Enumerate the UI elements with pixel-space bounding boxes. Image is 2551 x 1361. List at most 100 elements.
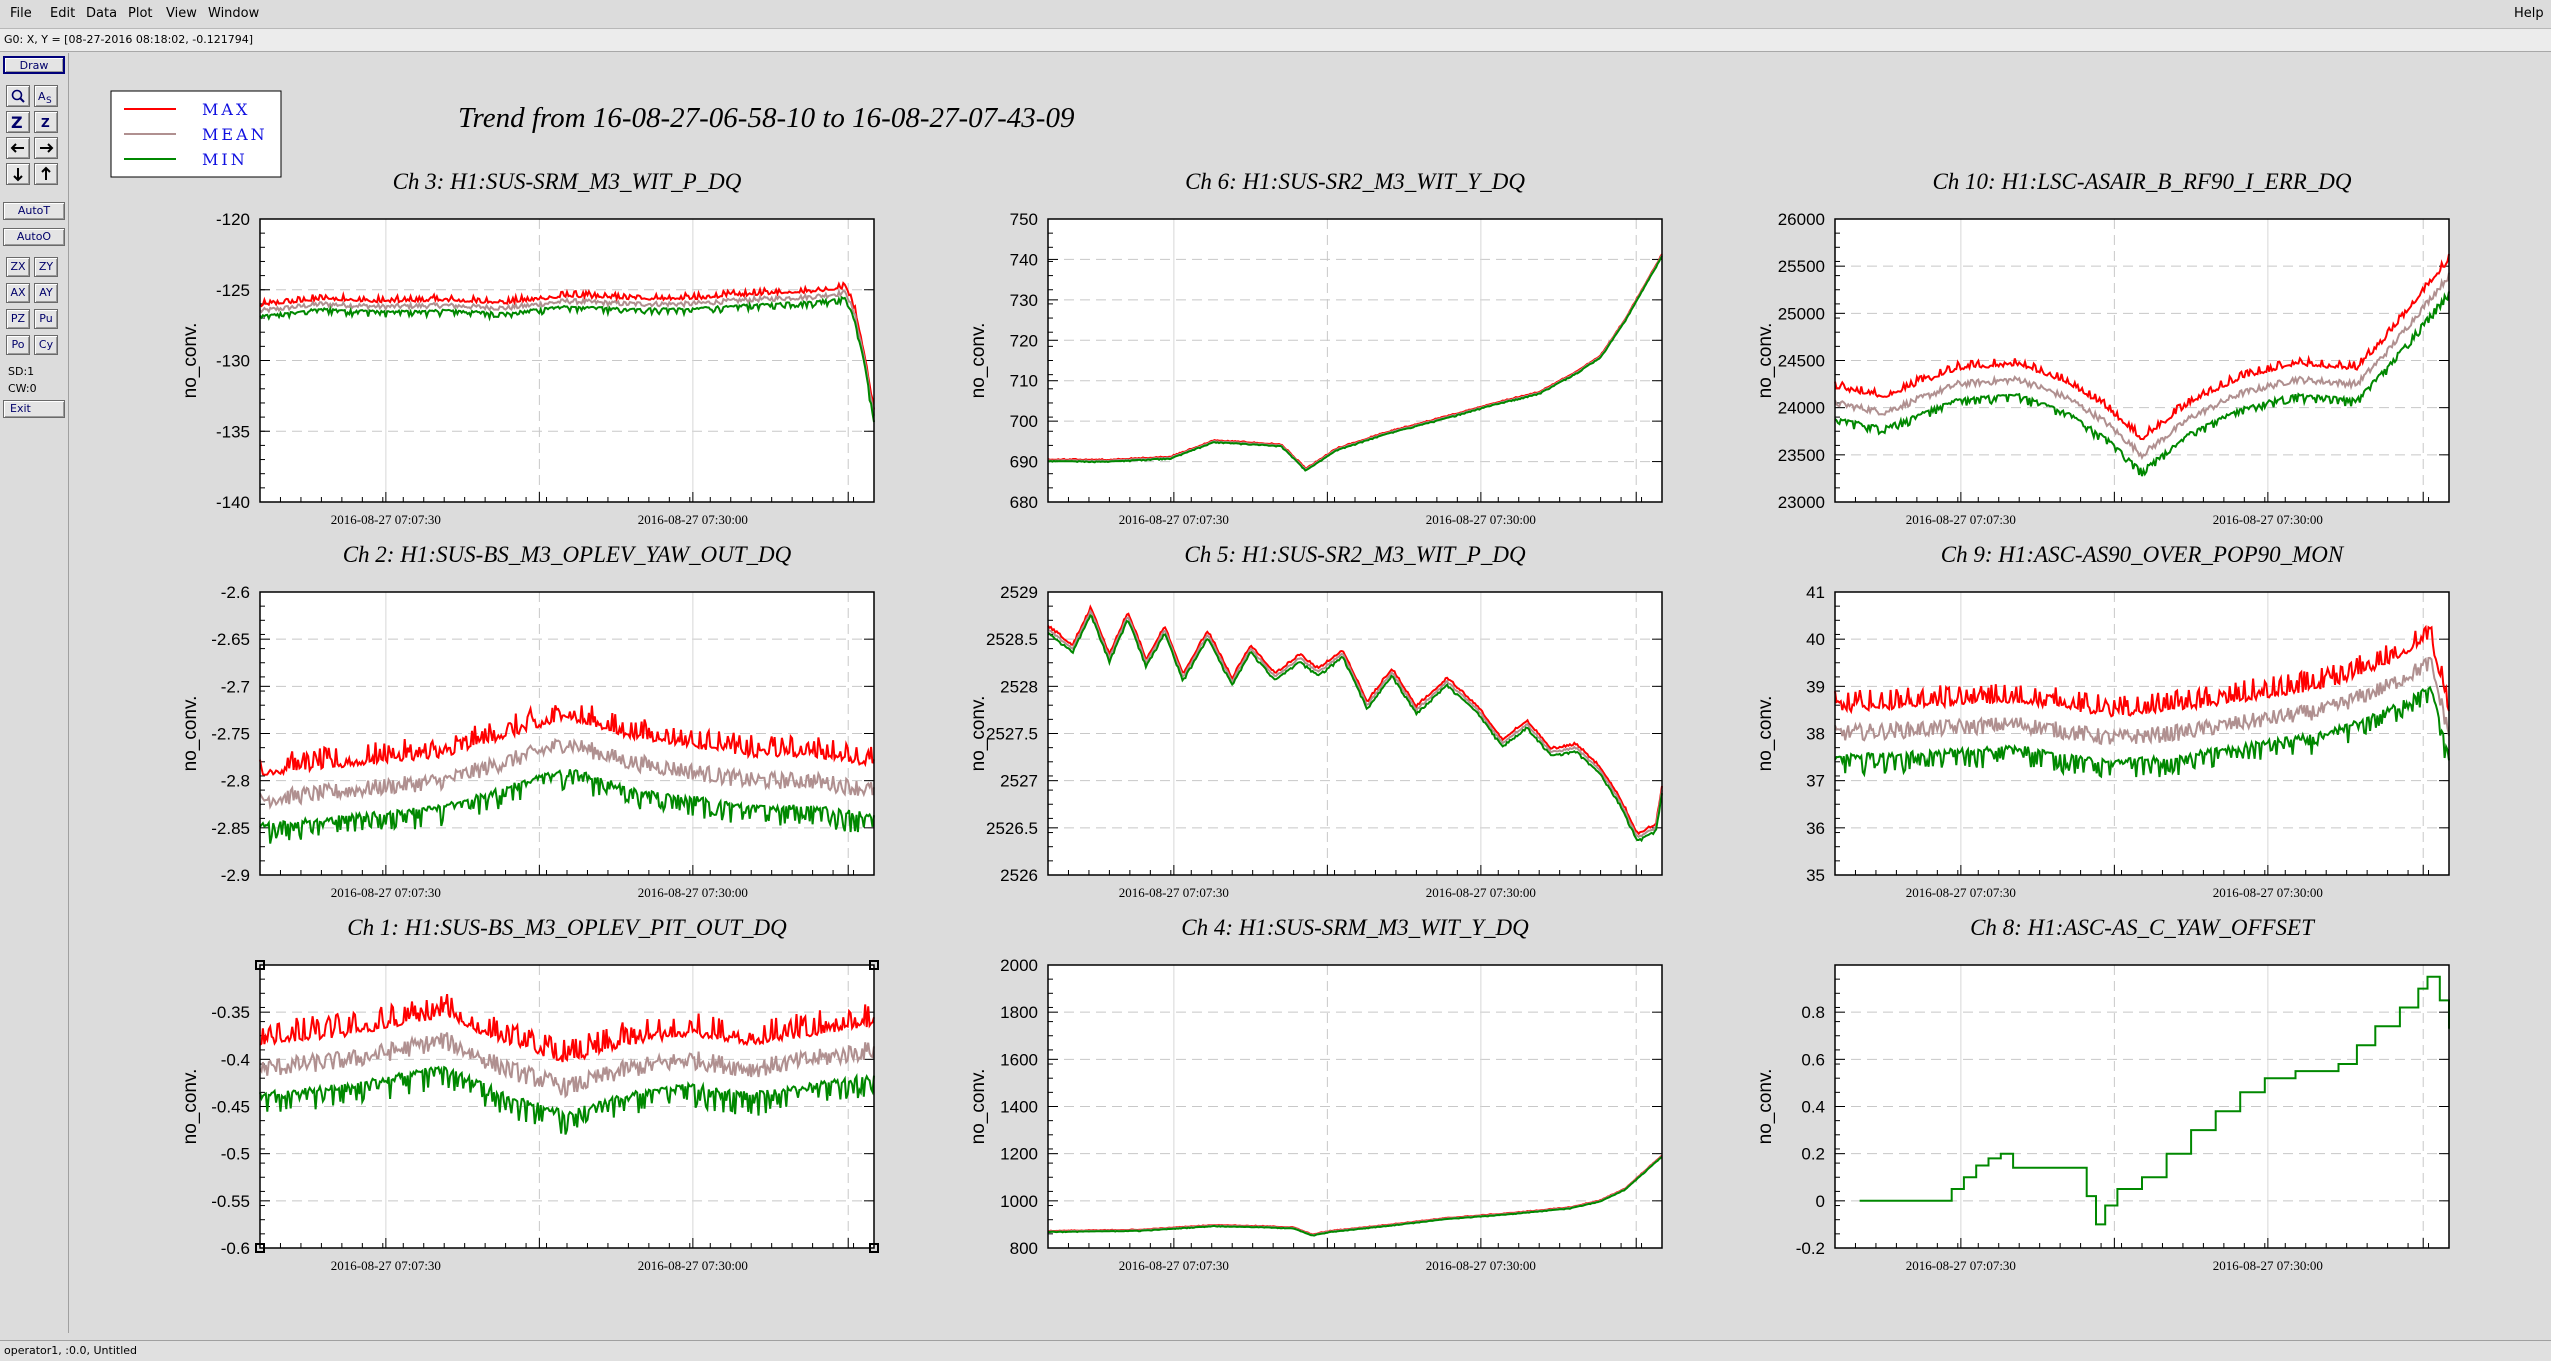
x-tick-label: 2016-08-27 07:30:00 — [2213, 512, 2323, 527]
series-mean — [259, 737, 875, 810]
y-tick-label: 800 — [1010, 1239, 1038, 1258]
zx-button[interactable]: ZX — [6, 257, 30, 277]
menu-help[interactable]: Help — [2514, 6, 2544, 21]
plot-border — [1047, 964, 1663, 1249]
y-tick-label: 26000 — [1778, 210, 1825, 229]
x-tick-label: 2016-08-27 07:07:30 — [1906, 885, 2016, 900]
y-tick-label: -2.9 — [221, 866, 250, 885]
y-tick-label: 680 — [1010, 493, 1038, 512]
trend-panel: 2000 1800 1600 1400 1200 1000 800 2016-08-27 07… — [968, 915, 1663, 1273]
y-tick-label: 36 — [1806, 819, 1825, 838]
x-tick-label: 2016-08-27 07:07:30 — [331, 885, 441, 900]
pan-up-icon[interactable] — [34, 163, 58, 185]
y-axis-label: no_conv. — [1755, 323, 1776, 399]
series-min — [1834, 685, 2450, 779]
y-tick-label: -2.6 — [221, 583, 250, 602]
panel-title: Ch 9: H1:ASC-AS90_OVER_POP90_MON — [1941, 542, 2345, 567]
y-tick-label: 0.4 — [1801, 1098, 1825, 1117]
trend-panel: 0.8 0.6 0.4 0.2 0 -0.2 2016-08-27 07:07:30 2016… — [1755, 915, 2450, 1273]
plot-border — [1834, 964, 2450, 1249]
plot-frame — [1048, 219, 1662, 502]
panel-title: Ch 5: H1:SUS-SR2_M3_WIT_P_DQ — [1184, 542, 1526, 567]
coordinate-readout: G0: X, Y = [08-27-2016 08:18:02, -0.1217… — [4, 33, 254, 46]
sd-readout: SD:1 — [8, 365, 35, 378]
y-tick-label: -0.35 — [211, 1003, 250, 1022]
status-bar: operator1, :0.0, Untitled — [0, 1340, 2551, 1361]
pan-left-icon[interactable] — [6, 137, 30, 159]
x-tick-label: 2016-08-27 07:07:30 — [331, 512, 441, 527]
y-tick-label: 1000 — [1000, 1192, 1038, 1211]
menu-view[interactable]: View — [166, 6, 197, 21]
ay-button[interactable]: AY — [34, 283, 58, 303]
x-tick-label: 2016-08-27 07:07:30 — [1906, 1258, 2016, 1273]
series-max — [259, 704, 875, 777]
trend-panel: 2529 2528.5 2528 2527.5 2527 2526.5 2526 2016-0… — [968, 542, 1663, 900]
draw-button[interactable]: Draw — [3, 56, 65, 74]
series-min — [1047, 613, 1663, 843]
plot-canvas[interactable]: MAX MEAN MIN Trend from 16-08-27-06-58-10 t… — [68, 53, 2551, 1338]
series-min — [1834, 291, 2450, 477]
y-tick-label: 1800 — [1000, 1003, 1038, 1022]
series-min — [1047, 1156, 1663, 1237]
menu-edit[interactable]: Edit — [50, 6, 76, 21]
plot-border — [1834, 218, 2450, 503]
series-mean — [259, 1032, 875, 1099]
pz-button[interactable]: PZ — [6, 309, 30, 329]
y-tick-label: 23500 — [1778, 446, 1825, 465]
exit-button[interactable]: Exit — [3, 400, 65, 418]
y-tick-label: 25000 — [1778, 304, 1825, 323]
y-tick-label: 2528.5 — [986, 630, 1038, 649]
plot-border — [259, 591, 875, 876]
y-tick-label: -0.4 — [221, 1050, 250, 1069]
series-min — [259, 295, 875, 423]
zoom-icon[interactable] — [6, 85, 30, 107]
y-tick-label: 700 — [1010, 412, 1038, 431]
y-axis-label: no_conv. — [180, 1069, 201, 1145]
pan-down-icon[interactable] — [6, 163, 30, 185]
y-tick-label: 2527 — [1000, 772, 1038, 791]
zoom-out-icon[interactable]: Z — [6, 111, 30, 133]
autot-button[interactable]: AutoT — [3, 202, 65, 220]
y-tick-label: 690 — [1010, 453, 1038, 472]
menu-data[interactable]: Data — [86, 6, 118, 21]
legend-label: MAX — [202, 100, 250, 119]
y-tick-label: -130 — [216, 352, 250, 371]
series-mean — [1834, 656, 2450, 746]
y-tick-label: 24000 — [1778, 399, 1825, 418]
series-max — [1834, 624, 2450, 718]
po-button[interactable]: Po — [6, 335, 30, 355]
series-mean — [1834, 272, 2450, 461]
x-tick-label: 2016-08-27 07:30:00 — [2213, 1258, 2323, 1273]
y-tick-label: 0.2 — [1801, 1145, 1825, 1164]
series-max — [1834, 253, 2450, 441]
plot-border — [259, 964, 875, 1249]
plot-border — [259, 218, 875, 503]
series-min — [1047, 255, 1663, 472]
svg-text:A: A — [38, 90, 46, 103]
x-tick-label: 2016-08-27 07:30:00 — [1426, 885, 1536, 900]
y-tick-label: -2.65 — [211, 630, 250, 649]
panel-title: Ch 6: H1:SUS-SR2_M3_WIT_Y_DQ — [1185, 169, 1525, 194]
selection-handle — [869, 1243, 879, 1253]
coordinate-readout-bar: G0: X, Y = [08-27-2016 08:18:02, -0.1217… — [0, 29, 2551, 52]
pan-right-icon[interactable] — [34, 137, 58, 159]
zy-button[interactable]: ZY — [34, 257, 58, 277]
menu-file[interactable]: File — [10, 6, 32, 21]
menu-window[interactable]: Window — [208, 6, 260, 21]
ax-button[interactable]: AX — [6, 283, 30, 303]
y-tick-label: -0.6 — [221, 1239, 250, 1258]
series-min — [259, 1065, 875, 1135]
menu-plot[interactable]: Plot — [128, 6, 153, 21]
pu-button[interactable]: Pu — [34, 309, 58, 329]
y-tick-label: 2529 — [1000, 583, 1038, 602]
series-max — [1047, 604, 1663, 836]
x-tick-label: 2016-08-27 07:30:00 — [638, 512, 748, 527]
cy-button[interactable]: Cy — [34, 335, 58, 355]
series-min — [259, 769, 875, 844]
x-tick-label: 2016-08-27 07:30:00 — [1426, 512, 1536, 527]
zoom-in-icon[interactable]: Z — [34, 111, 58, 133]
autoo-button[interactable]: AutoO — [3, 228, 65, 246]
x-tick-label: 2016-08-27 07:07:30 — [1906, 512, 2016, 527]
